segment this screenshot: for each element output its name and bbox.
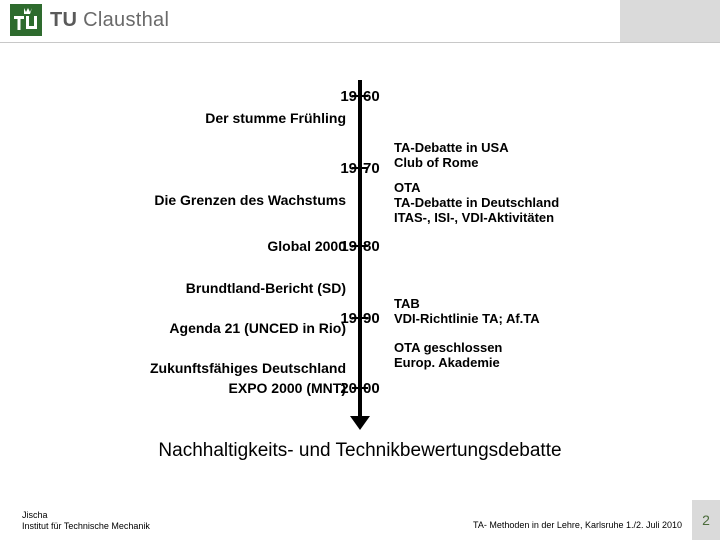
footer-author: Jischa <box>22 510 150 521</box>
year-suffix: 80 <box>361 238 380 255</box>
footer-author-block: Jischa Institut für Technische Mechanik <box>22 510 150 532</box>
right-entry-line: TA-Debatte in Deutschland <box>394 195 559 210</box>
header-grey-strip <box>620 0 720 42</box>
year-suffix: 00 <box>361 380 380 397</box>
year-suffix: 70 <box>361 160 380 177</box>
tu-clausthal-logo-icon <box>10 4 42 36</box>
page-number-box: 2 <box>692 500 720 540</box>
right-entry-line: ITAS-, ISI-, VDI-Aktivitäten <box>394 210 559 225</box>
right-entry-line: Europ. Akademie <box>394 355 502 370</box>
header-rule <box>0 42 720 43</box>
year-label: 1970 <box>330 160 390 177</box>
timeline: 19601970198019902000Der stumme FrühlingD… <box>0 80 720 460</box>
year-label: 1960 <box>330 88 390 105</box>
timeline-right-entry: OTA geschlossenEurop. Akademie <box>394 340 502 370</box>
timeline-left-entry: Brundtland-Bericht (SD) <box>186 280 346 296</box>
right-entry-line: TA-Debatte in USA <box>394 140 509 155</box>
timeline-arrowhead-icon <box>350 416 370 430</box>
page-number: 2 <box>702 512 710 528</box>
header: TU Clausthal <box>0 0 720 42</box>
timeline-right-entry: TA-Debatte in USAClub of Rome <box>394 140 509 170</box>
timeline-left-entry: Die Grenzen des Wachstums <box>154 192 346 208</box>
year-prefix: 19 <box>340 160 361 177</box>
right-entry-line: Club of Rome <box>394 155 509 170</box>
logo: TU Clausthal <box>10 4 169 36</box>
timeline-right-entry: OTATA-Debatte in DeutschlandITAS-, ISI-,… <box>394 180 559 225</box>
timeline-right-entry: TABVDI-Richtlinie TA; Af.TA <box>394 296 540 326</box>
footer-institute: Institut für Technische Mechanik <box>22 521 150 532</box>
year-suffix: 90 <box>361 310 380 327</box>
timeline-left-entry: Agenda 21 (UNCED in Rio) <box>169 320 346 336</box>
logo-text: TU Clausthal <box>50 9 169 32</box>
slide: TU Clausthal 19601970198019902000Der stu… <box>0 0 720 540</box>
timeline-left-entry: Zukunftsfähiges Deutschland <box>150 360 346 376</box>
timeline-left-entry: Global 2000 <box>267 238 346 254</box>
logo-tu: TU <box>50 9 77 31</box>
right-entry-line: OTA <box>394 180 559 195</box>
right-entry-line: OTA geschlossen <box>394 340 502 355</box>
year-prefix: 19 <box>340 88 361 105</box>
right-entry-line: TAB <box>394 296 540 311</box>
logo-name: Clausthal <box>83 9 169 31</box>
right-entry-line: VDI-Richtlinie TA; Af.TA <box>394 311 540 326</box>
timeline-left-entry: EXPO 2000 (MNT) <box>229 380 346 396</box>
slide-title: Nachhaltigkeits- und Technikbewertungsde… <box>0 440 720 462</box>
year-suffix: 60 <box>361 88 380 105</box>
footer: Jischa Institut für Technische Mechanik … <box>0 500 720 540</box>
footer-venue: TA- Methoden in der Lehre, Karlsruhe 1./… <box>473 520 682 530</box>
timeline-left-entry: Der stumme Frühling <box>205 110 346 126</box>
